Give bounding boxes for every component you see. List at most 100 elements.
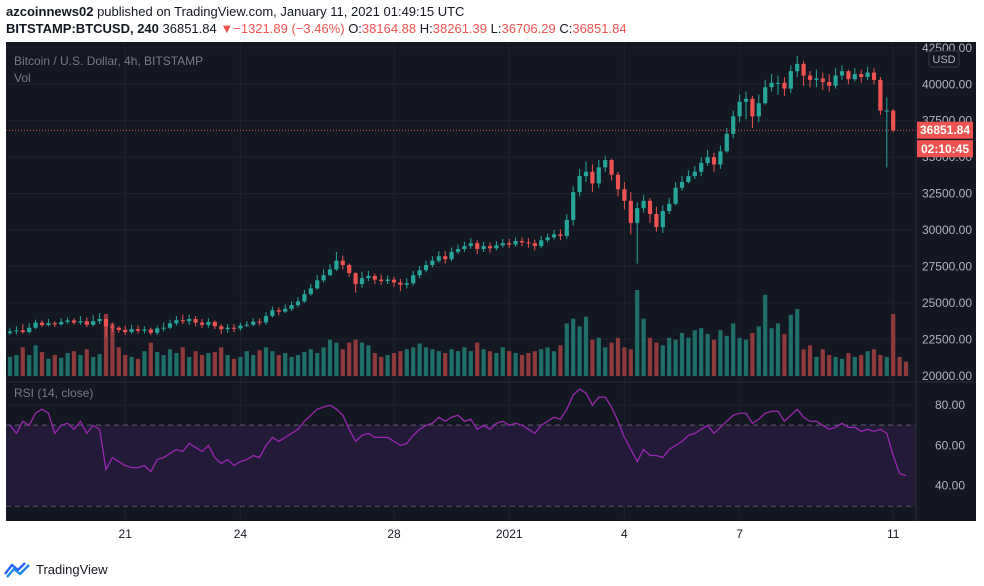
volume-bar: [135, 358, 141, 376]
volume-bar: [449, 349, 454, 376]
candle-body: [718, 151, 723, 165]
rsi-title: RSI (14, close): [14, 386, 93, 400]
candle-body: [372, 275, 377, 280]
candle-body: [155, 328, 160, 333]
volume-bar: [148, 342, 153, 376]
countdown-tag-bg: [917, 140, 973, 158]
price-tick-label: 32500.00: [922, 187, 972, 201]
vol-label: Vol: [14, 71, 31, 85]
price-tag: 36851.84: [920, 123, 970, 137]
volume-bar: [263, 347, 269, 376]
candle-body: [411, 275, 416, 284]
candle-body: [743, 98, 749, 102]
volume-bar: [891, 313, 896, 376]
candle-body: [7, 331, 13, 334]
candle-body: [705, 157, 710, 163]
volume-bar: [820, 349, 825, 376]
volume-bar: [103, 313, 109, 376]
candle-body: [609, 160, 614, 175]
volume-bar: [737, 337, 742, 376]
volume-bar: [852, 356, 857, 376]
volume-bar: [609, 342, 614, 376]
volume-bar: [519, 354, 525, 376]
candle-body: [135, 329, 141, 331]
candle-body: [257, 321, 262, 323]
candle-body: [871, 72, 877, 80]
candle-body: [756, 103, 761, 117]
volume-bar: [660, 345, 665, 376]
candle-body: [436, 256, 441, 261]
volume-bar: [14, 354, 19, 376]
candle-body: [238, 325, 243, 329]
candle-body: [327, 269, 333, 276]
time-tick-label: 7: [736, 527, 743, 541]
price-tick-label: 20000.00: [922, 369, 972, 383]
volume-bar: [142, 351, 147, 376]
rsi-tick-label: 40.00: [935, 479, 965, 493]
candle-body: [142, 329, 147, 331]
candle-body: [84, 321, 89, 325]
chart-canvas[interactable]: 20000.00 22500.00 25000.00 27500.00 30000.00…: [0, 42, 984, 550]
candle-body: [417, 270, 422, 276]
time-tick-label: 4: [621, 527, 628, 541]
volume-bar: [353, 339, 358, 376]
volume-bar: [174, 353, 179, 376]
candle-body: [443, 256, 448, 260]
volume-bar: [884, 356, 889, 376]
last-price: 36851.84: [162, 21, 217, 36]
candle-body: [455, 248, 461, 252]
publisher-name[interactable]: azcoinnews02: [6, 4, 94, 19]
candle-body: [859, 74, 864, 77]
candle-body: [507, 243, 512, 245]
candle-body: [430, 260, 435, 266]
volume-bar: [411, 347, 416, 376]
volume-bar: [641, 318, 646, 376]
footer-brand[interactable]: TradingView: [36, 561, 108, 577]
volume-bar: [596, 337, 601, 376]
volume-bar: [430, 349, 435, 376]
price-tick-label: 30000.00: [922, 223, 972, 237]
candle-body: [551, 234, 557, 238]
time-tick-label: 2021: [496, 527, 523, 541]
high-label: H:: [419, 21, 433, 36]
volume-bar: [455, 351, 461, 376]
candle-body: [193, 318, 198, 323]
volume-bar: [615, 337, 621, 376]
tradingview-logo-icon[interactable]: [4, 560, 32, 578]
volume-bar: [577, 326, 582, 376]
candle-body: [468, 243, 473, 247]
volume-bar: [635, 290, 640, 376]
candle-body: [846, 71, 851, 80]
volume-bar: [679, 333, 685, 376]
candle-body: [276, 310, 281, 312]
candle-body: [564, 219, 569, 236]
volume-bar: [788, 314, 793, 376]
rsi-line: [9, 388, 907, 477]
candle-body: [423, 265, 429, 271]
currency-button[interactable]: USD: [928, 50, 960, 68]
candle-body: [391, 279, 397, 283]
candle-body: [46, 323, 51, 326]
candle-body: [545, 237, 550, 241]
volume-bar: [97, 354, 102, 376]
volume-bar: [711, 339, 717, 376]
candle-body: [59, 321, 64, 325]
volume-bar: [667, 337, 672, 376]
volume-bar: [507, 351, 512, 376]
candle-body: [321, 275, 326, 281]
price-tag-bg: [917, 121, 973, 139]
volume-bar: [33, 345, 38, 376]
volume-bar: [372, 353, 377, 376]
footer: TradingView: [4, 558, 108, 580]
published-text: published on TradingView.com, January 11…: [97, 4, 465, 19]
candle-body: [775, 82, 781, 84]
candle-body: [519, 240, 525, 243]
volume-bar: [603, 347, 608, 376]
volume-bar: [699, 328, 704, 376]
volume-bar: [423, 347, 429, 376]
candle-body: [679, 181, 685, 188]
volume-bar: [71, 351, 77, 376]
volume-bar: [481, 349, 486, 376]
volume-bar: [654, 342, 659, 376]
volume-bar: [110, 323, 115, 376]
